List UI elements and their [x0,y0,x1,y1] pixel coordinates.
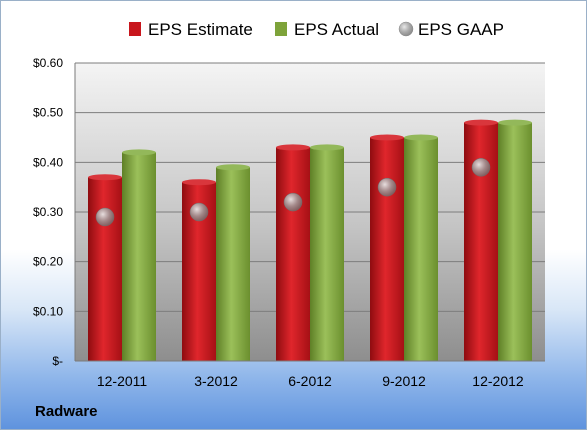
bar-eps-actual [310,147,344,361]
bar-eps-actual [498,122,532,361]
y-tick-label: $- [52,354,63,368]
bar-top-cap [370,134,404,141]
y-tick-label: $0.50 [33,106,63,120]
bar-top-cap [122,149,156,156]
bar-eps-estimate [88,177,122,361]
bar-eps-estimate [370,137,404,361]
bar-top-cap [498,119,532,126]
bar-top-cap [182,179,216,186]
y-tick-label: $0.20 [33,255,63,269]
company-label: Radware [35,403,98,420]
x-tick-label: 9-2012 [382,373,426,389]
gaap-marker [283,192,303,212]
y-axis-ticks: $- $0.10 $0.20 $0.30 $0.40 $0.50 $0.60 [33,56,63,368]
bars [88,119,532,361]
bar-top-cap [464,119,498,126]
x-tick-label: 12-2012 [472,373,524,389]
legend-swatch [129,22,141,36]
x-tick-label: 6-2012 [288,373,332,389]
bar-top-cap [88,174,122,181]
y-tick-label: $0.10 [33,304,63,318]
gaap-marker [471,158,491,177]
gaap-markers [95,158,491,227]
bar-top-cap [310,144,344,151]
y-tick-label: $0.30 [33,205,63,219]
bar-eps-estimate [276,147,310,361]
gaap-marker [95,207,115,227]
legend-swatch [398,21,414,37]
x-tick-label: 12-2011 [97,373,148,389]
legend-swatch [275,22,287,36]
legend-label: EPS Actual [294,20,379,39]
y-tick-label: $0.40 [33,155,63,169]
legend-label: EPS Estimate [148,20,253,39]
x-axis-ticks: 12-2011 3-2012 6-2012 9-2012 12-2012 [97,373,524,389]
bar-top-cap [216,164,250,171]
bar-top-cap [404,134,438,141]
bar-eps-actual [216,167,250,361]
legend-label: EPS GAAP [418,20,504,39]
x-tick-label: 3-2012 [194,373,238,389]
gaap-marker [189,202,209,222]
legend: EPS Estimate EPS Actual EPS GAAP [129,20,504,39]
gaap-marker [377,177,397,197]
y-tick-label: $0.60 [33,56,63,70]
bar-eps-actual [404,137,438,361]
bar-eps-actual [122,152,156,361]
bar-top-cap [276,144,310,151]
